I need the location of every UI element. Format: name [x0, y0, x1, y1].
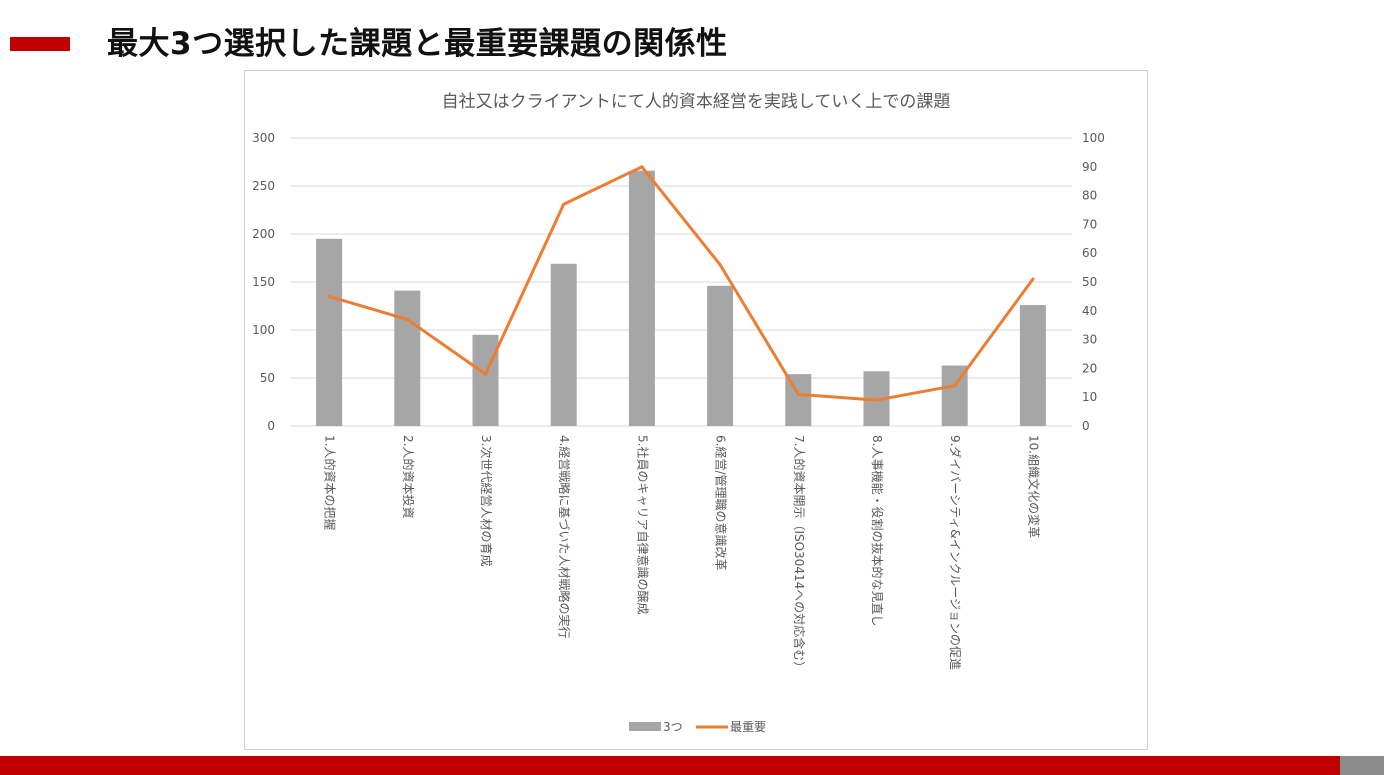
y-right-tick-label: 100 [1082, 131, 1105, 145]
bar [550, 263, 577, 426]
line-point [718, 263, 722, 267]
y-left-tick-label: 300 [252, 131, 275, 145]
y-right-tick-label: 10 [1082, 390, 1097, 404]
category-label: 8.人事機能・役割の抜本的な見直し [870, 435, 885, 626]
line-point [875, 398, 878, 402]
bar [628, 170, 655, 426]
bar [316, 238, 343, 426]
y-right-tick-label: 60 [1082, 246, 1097, 260]
y-left-tick-label: 0 [267, 419, 275, 433]
line-point [1031, 277, 1035, 281]
line-point [796, 392, 800, 396]
line-point [405, 317, 409, 321]
line-series-最重要 [327, 165, 1035, 402]
y-left-tick-label: 200 [252, 227, 275, 241]
category-label: 2.人的資本投資 [401, 435, 416, 518]
bar [707, 285, 734, 426]
bar [394, 290, 421, 426]
y-right-tick-label: 30 [1082, 333, 1097, 347]
y-right-tick-label: 0 [1082, 419, 1090, 433]
bar [472, 334, 499, 426]
category-label: 4.経営戦略に基づいた人材戦略の実行 [557, 435, 572, 638]
y-right-tick-label: 50 [1082, 275, 1097, 289]
legend-label-line: 最重要 [730, 720, 766, 734]
y-right-tick-label: 20 [1082, 361, 1097, 375]
chart-container: 自社又はクライアントにて人的資本経営を実践していく上での課題 0 50 100 150 2… [244, 70, 1148, 750]
line-point [327, 294, 331, 298]
legend-label-bar: 3つ [663, 720, 683, 734]
category-label: 10.組織文化の変革 [1026, 435, 1041, 538]
y-right-tick-label: 40 [1082, 304, 1097, 318]
footer-bar-end [1340, 756, 1384, 775]
category-label: 1.人的資本の把握 [323, 435, 338, 530]
footer-bar [0, 756, 1340, 775]
line-point [562, 202, 566, 206]
y-right-tick-label: 70 [1082, 217, 1097, 231]
legend-swatch-bar [629, 722, 661, 731]
chart-title: 自社又はクライアントにて人的資本経営を実践していく上での課題 [442, 92, 951, 112]
category-label: 7.人的資本開示（ISO30414への対応含む） [792, 435, 807, 673]
combo-chart: 自社又はクライアントにて人的資本経営を実践していく上での課題0501001502… [252, 92, 1105, 734]
page-title: 最大3つ選択した課題と最重要課題の関係性 [107, 26, 728, 62]
y-right-tick-label: 80 [1082, 189, 1097, 203]
title-accent-bar [10, 37, 70, 51]
category-label: 6.経営/管理職の意識改革 [714, 435, 729, 571]
y-left-tick-label: 100 [252, 323, 275, 337]
category-label: 5.社員のキャリア自律意識の醸成 [635, 435, 650, 614]
line-point [953, 384, 957, 388]
y-left-tick-label: 50 [260, 371, 275, 385]
bar [1019, 305, 1046, 426]
line-point [640, 165, 644, 169]
y-right-tick-label: 90 [1082, 160, 1097, 174]
y-left-tick-label: 250 [252, 179, 275, 193]
category-label: 9.ダイバーシティ&インクルージョンの促進 [948, 435, 963, 670]
line-point [484, 372, 487, 376]
y-left-tick-label: 150 [252, 275, 275, 289]
category-label: 3.次世代経営人材の育成 [479, 435, 494, 566]
